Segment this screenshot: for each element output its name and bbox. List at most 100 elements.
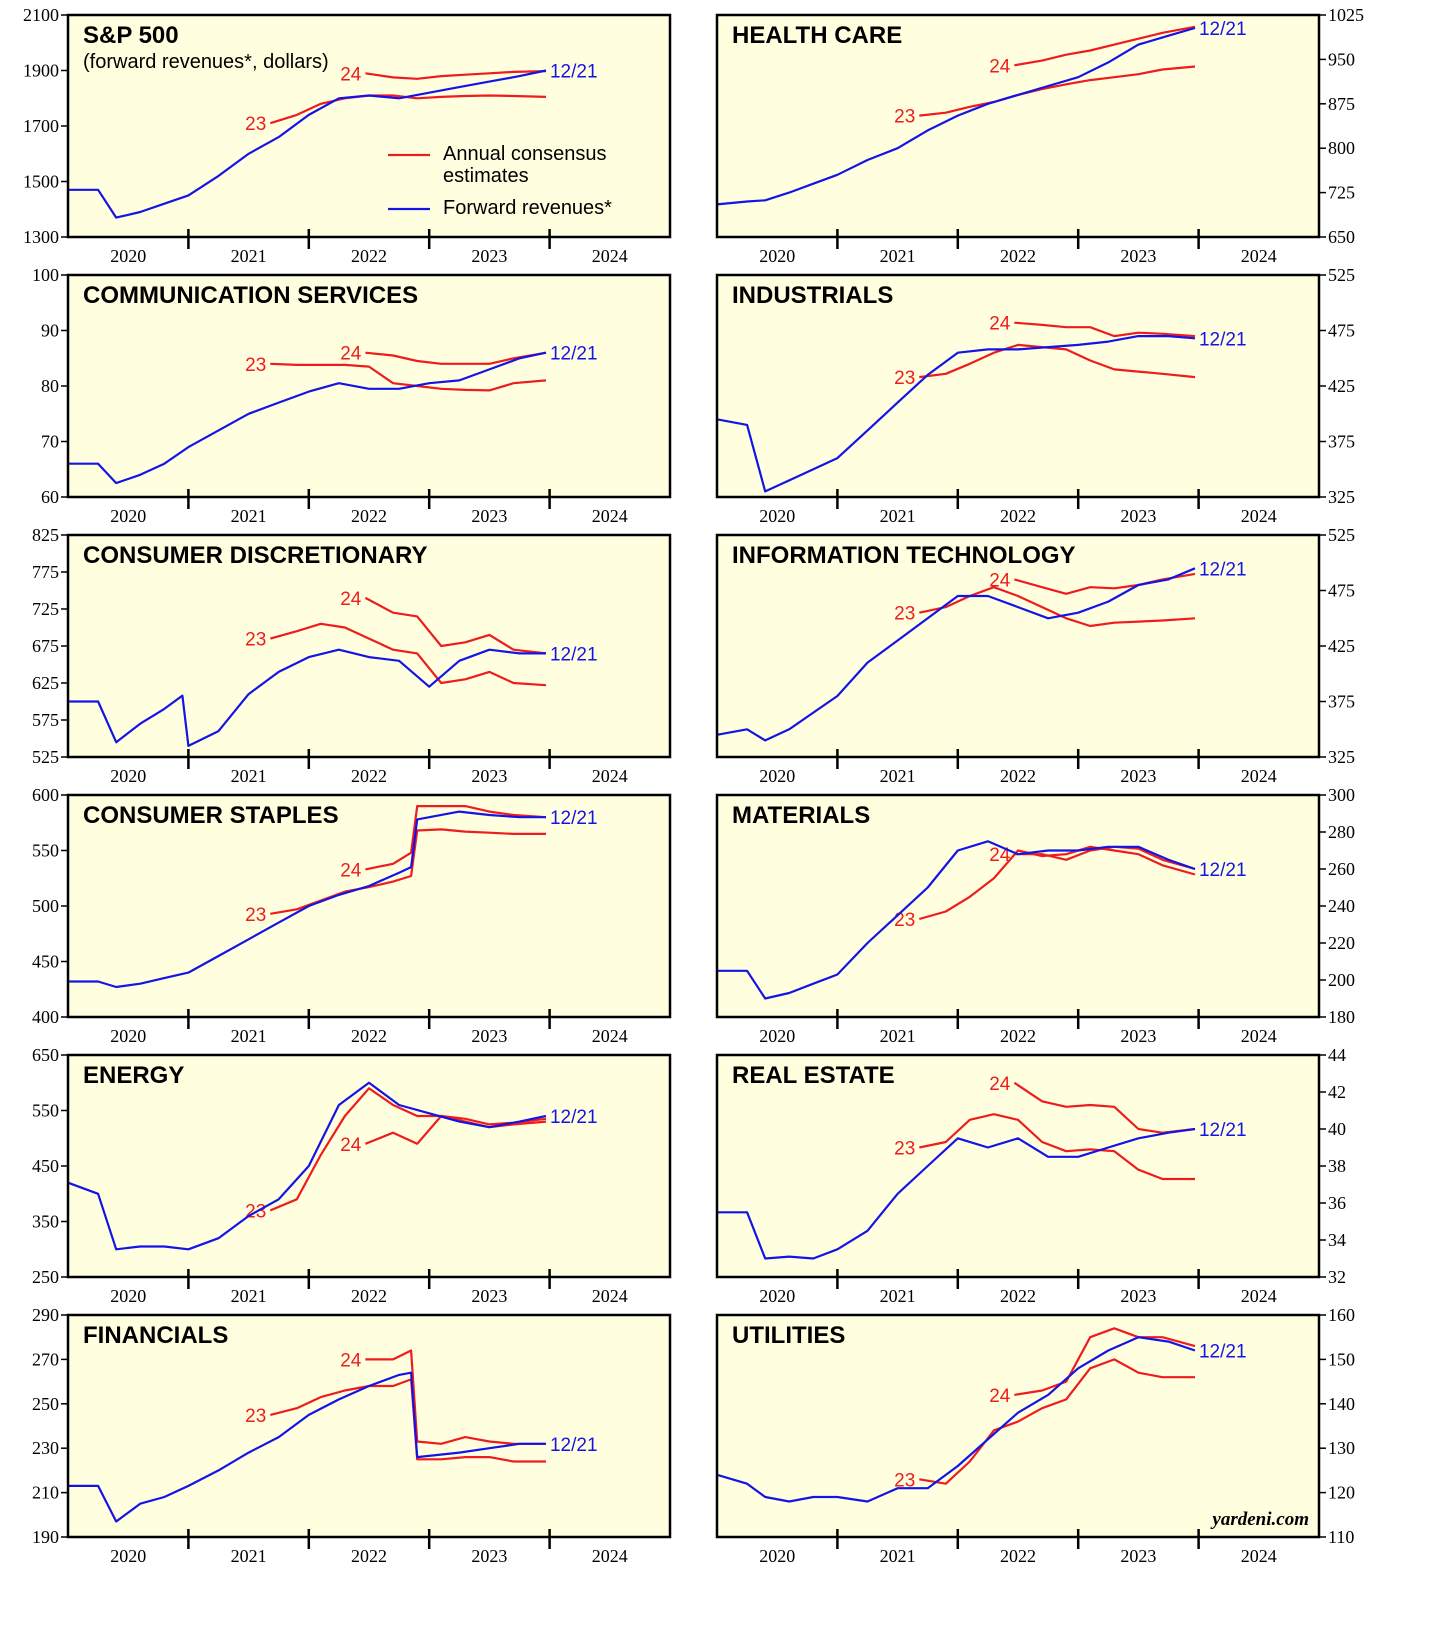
panel: 650 725 800 875 950 1025 2020 2021 2022 2023 2024 2… xyxy=(715,5,1364,266)
series-label: 24 xyxy=(989,1074,1011,1095)
series-label: 12/21 xyxy=(1199,19,1247,40)
y-tick-label: 40 xyxy=(1328,1119,1346,1139)
series-line xyxy=(716,26,1196,206)
x-tick-label: 2021 xyxy=(231,506,267,526)
y-tick-label: 875 xyxy=(1328,94,1355,114)
y-tick-label: 34 xyxy=(1328,1230,1346,1250)
y-tick-label: 210 xyxy=(32,1483,59,1503)
plot-frame xyxy=(715,13,1321,239)
x-tick-label: 2023 xyxy=(471,1546,507,1566)
panel-subtitle: (forward revenues*, dollars) xyxy=(83,51,329,73)
x-tick-label: 2023 xyxy=(471,766,507,786)
y-tick-label: 650 xyxy=(32,1045,59,1065)
panel-title: INFORMATION TECHNOLOGY xyxy=(732,542,1076,569)
series-label: 12/21 xyxy=(1199,559,1247,580)
series-label: 23 xyxy=(245,1406,266,1427)
y-tick-label: 525 xyxy=(1328,525,1355,545)
y-tick-label: 500 xyxy=(32,896,59,916)
plot-area xyxy=(68,1055,670,1277)
panel-title: CONSUMER DISCRETIONARY xyxy=(83,542,427,569)
plot-area xyxy=(717,15,1319,237)
plot-frame xyxy=(715,1053,1321,1279)
x-tick-label: 2020 xyxy=(759,1546,795,1566)
series-label: 12/21 xyxy=(550,62,598,83)
series-line xyxy=(364,596,547,655)
series-line xyxy=(365,70,547,80)
y-tick-label: 250 xyxy=(32,1394,59,1414)
x-tick-label: 2021 xyxy=(231,1286,267,1306)
series-line xyxy=(717,1127,1196,1260)
y-tick-label: 400 xyxy=(32,1007,59,1027)
y-tick-label: 825 xyxy=(32,525,59,545)
plot-frame xyxy=(715,1313,1321,1539)
y-tick-label: 775 xyxy=(32,562,59,582)
series-label: 23 xyxy=(894,368,915,389)
panel-title: MATERIALS xyxy=(732,802,870,829)
y-tick-label: 1025 xyxy=(1328,5,1364,25)
plot-area xyxy=(717,795,1319,1017)
series-line xyxy=(716,335,1196,493)
legend-label: Annual consensus estimates xyxy=(443,143,607,187)
y-tick-label: 725 xyxy=(32,599,59,619)
series-label: 23 xyxy=(894,604,915,625)
x-tick-label: 2023 xyxy=(1120,506,1156,526)
series-label: 24 xyxy=(989,845,1011,866)
panel-title: FINANCIALS xyxy=(83,1322,228,1349)
y-tick-label: 1500 xyxy=(23,172,59,192)
x-tick-label: 2022 xyxy=(1000,506,1036,526)
series-label: 23 xyxy=(245,355,266,376)
plot-frame xyxy=(66,13,672,239)
y-tick-label: 425 xyxy=(1328,636,1355,656)
y-tick-label: 350 xyxy=(32,1212,59,1232)
x-tick-label: 2023 xyxy=(1120,1546,1156,1566)
y-tick-label: 260 xyxy=(1328,859,1355,879)
panel-title: HEALTH CARE xyxy=(732,22,902,49)
y-tick-label: 280 xyxy=(1328,822,1355,842)
y-tick-label: 475 xyxy=(1328,321,1355,341)
series-label: 23 xyxy=(894,1139,915,1160)
x-tick-label: 2021 xyxy=(880,1286,916,1306)
series-label: 24 xyxy=(989,1386,1011,1407)
y-tick-label: 32 xyxy=(1328,1267,1346,1287)
x-tick-label: 2024 xyxy=(1241,1546,1277,1566)
series-label: 12/21 xyxy=(550,644,598,665)
panel: 180 200 220 240 260 280 300 2020 2021 2022 2023 202… xyxy=(715,785,1355,1046)
x-tick-label: 2023 xyxy=(1120,1286,1156,1306)
y-tick-label: 150 xyxy=(1328,1349,1355,1369)
panel-title: COMMUNICATION SERVICES xyxy=(83,282,418,309)
series-label: 24 xyxy=(340,589,362,610)
series-label: 23 xyxy=(245,114,266,135)
plot-area xyxy=(68,1315,670,1537)
panel: 1300 1500 1700 1900 2100 2020 2021 2022 2023 2024… xyxy=(23,5,672,266)
panel-title: CONSUMER STAPLES xyxy=(83,802,339,829)
x-tick-label: 2020 xyxy=(110,1026,146,1046)
y-tick-label: 325 xyxy=(1328,487,1355,507)
y-tick-label: 1300 xyxy=(23,227,59,247)
series-label: 12/21 xyxy=(550,1435,598,1456)
legend-entry: Forward revenues* xyxy=(443,197,612,219)
plot-area xyxy=(68,795,670,1017)
series-line xyxy=(365,805,547,871)
y-tick-label: 180 xyxy=(1328,1007,1355,1027)
y-tick-label: 130 xyxy=(1328,1438,1355,1458)
x-tick-label: 2022 xyxy=(351,1546,387,1566)
plot-frame xyxy=(715,793,1321,1019)
x-tick-label: 2024 xyxy=(1241,506,1277,526)
series-label: 23 xyxy=(894,1470,915,1491)
series-label: 23 xyxy=(245,630,266,651)
series-label: 24 xyxy=(340,860,362,881)
y-tick-label: 600 xyxy=(32,785,59,805)
series-label: 24 xyxy=(989,314,1011,335)
series-label: 23 xyxy=(245,905,266,926)
plot-area xyxy=(717,535,1319,757)
series-label: 23 xyxy=(894,910,915,931)
x-tick-label: 2020 xyxy=(759,1026,795,1046)
series-line xyxy=(919,343,1196,379)
panel: 190 210 230 250 270 290 2020 2021 2022 2023 2024 23… xyxy=(32,1305,672,1566)
x-tick-label: 2023 xyxy=(471,506,507,526)
y-tick-label: 800 xyxy=(1328,138,1355,158)
series-line xyxy=(270,362,547,392)
x-tick-label: 2020 xyxy=(759,1286,795,1306)
series-label: 12/21 xyxy=(550,808,598,829)
x-tick-label: 2020 xyxy=(110,506,146,526)
